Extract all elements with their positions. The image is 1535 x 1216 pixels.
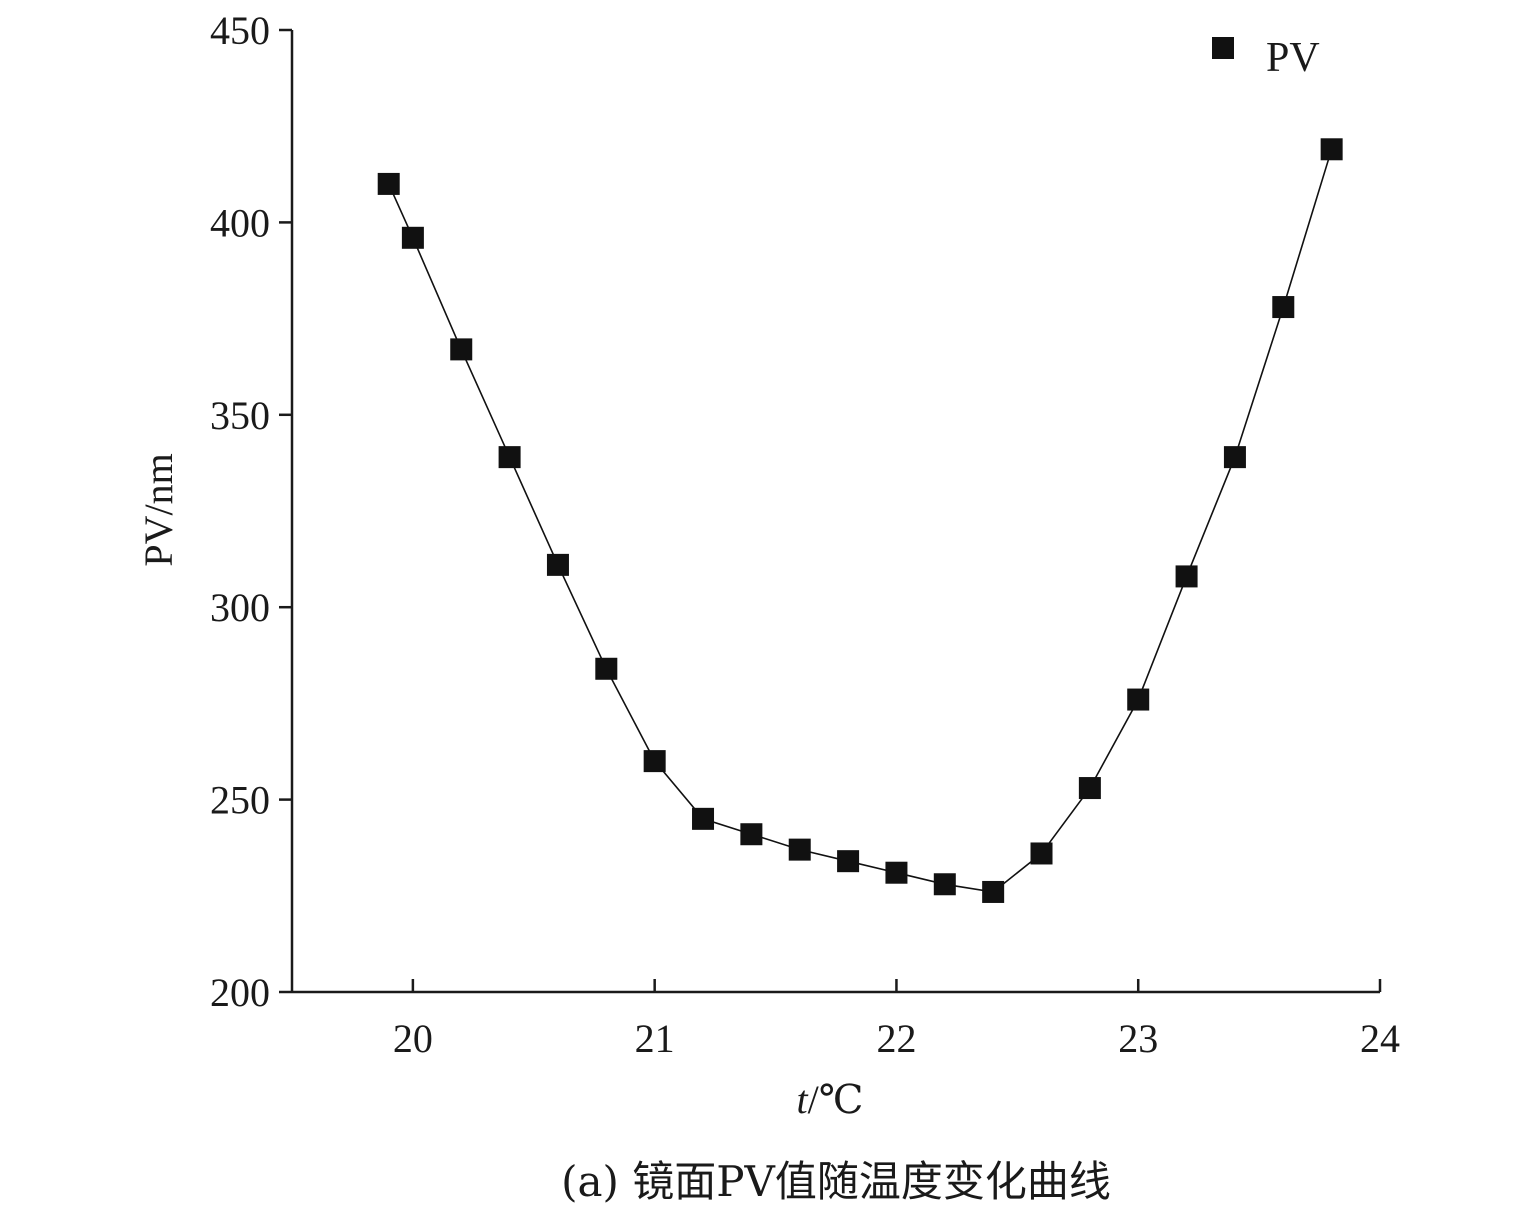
x-tick-label-20: 20 [393, 1016, 433, 1061]
y-tick-label-250: 250 [210, 778, 270, 823]
data-point [1030, 842, 1053, 865]
data-point [1078, 777, 1101, 800]
y-axis-label: PV/nm [136, 453, 181, 566]
legend-label: PV [1266, 35, 1320, 81]
data-point [1223, 446, 1246, 469]
data-point [377, 172, 400, 195]
y-tick-label-300: 300 [210, 585, 270, 630]
data-point [837, 850, 860, 873]
data-point [1272, 296, 1295, 319]
data-point [450, 338, 473, 361]
y-tick-label-200: 200 [210, 970, 270, 1015]
figure-caption: (a) 镜面PV值随温度变化曲线 [561, 1157, 1111, 1206]
data-point [740, 823, 763, 846]
data-point [546, 553, 569, 576]
data-point [643, 750, 666, 773]
data-point [1320, 138, 1343, 161]
y-tick-label-350: 350 [210, 393, 270, 438]
data-point [498, 446, 521, 469]
x-tick-label-23: 23 [1118, 1016, 1158, 1061]
x-tick-label-21: 21 [635, 1016, 675, 1061]
axes [290, 30, 1380, 994]
plot-area [377, 138, 1343, 903]
x-axis-label-variable: t [797, 1077, 809, 1122]
y-tick-label-450: 450 [210, 8, 270, 53]
x-tick-label-24: 24 [1360, 1016, 1400, 1061]
x-tick-label-22: 22 [876, 1016, 916, 1061]
x-axis-label: t/℃ [797, 1077, 864, 1122]
legend-marker [1212, 37, 1234, 59]
x-ticks: 20 21 22 23 24 [393, 979, 1400, 1061]
legend: PV [1212, 35, 1320, 81]
data-point [788, 838, 811, 861]
data-point [1127, 688, 1150, 711]
data-point [401, 226, 424, 249]
data-point [885, 861, 908, 884]
x-axis-label-unit: /℃ [808, 1077, 864, 1122]
data-point [982, 880, 1005, 903]
data-point [1175, 565, 1198, 588]
series-line-0 [387, 149, 1333, 893]
data-point [933, 873, 956, 896]
y-ticks: 200 250 300 350 400 450 [210, 8, 292, 1015]
data-point [692, 807, 715, 830]
y-tick-label-400: 400 [210, 200, 270, 245]
data-point [595, 657, 618, 680]
